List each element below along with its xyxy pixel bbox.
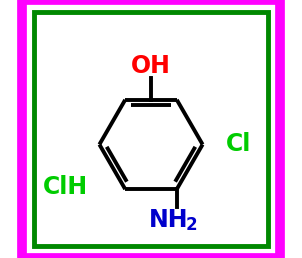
Text: Cl: Cl (226, 132, 251, 157)
Text: NH: NH (149, 208, 189, 232)
Text: ClH: ClH (43, 175, 88, 199)
Text: 2: 2 (185, 216, 197, 234)
Text: OH: OH (131, 54, 171, 78)
